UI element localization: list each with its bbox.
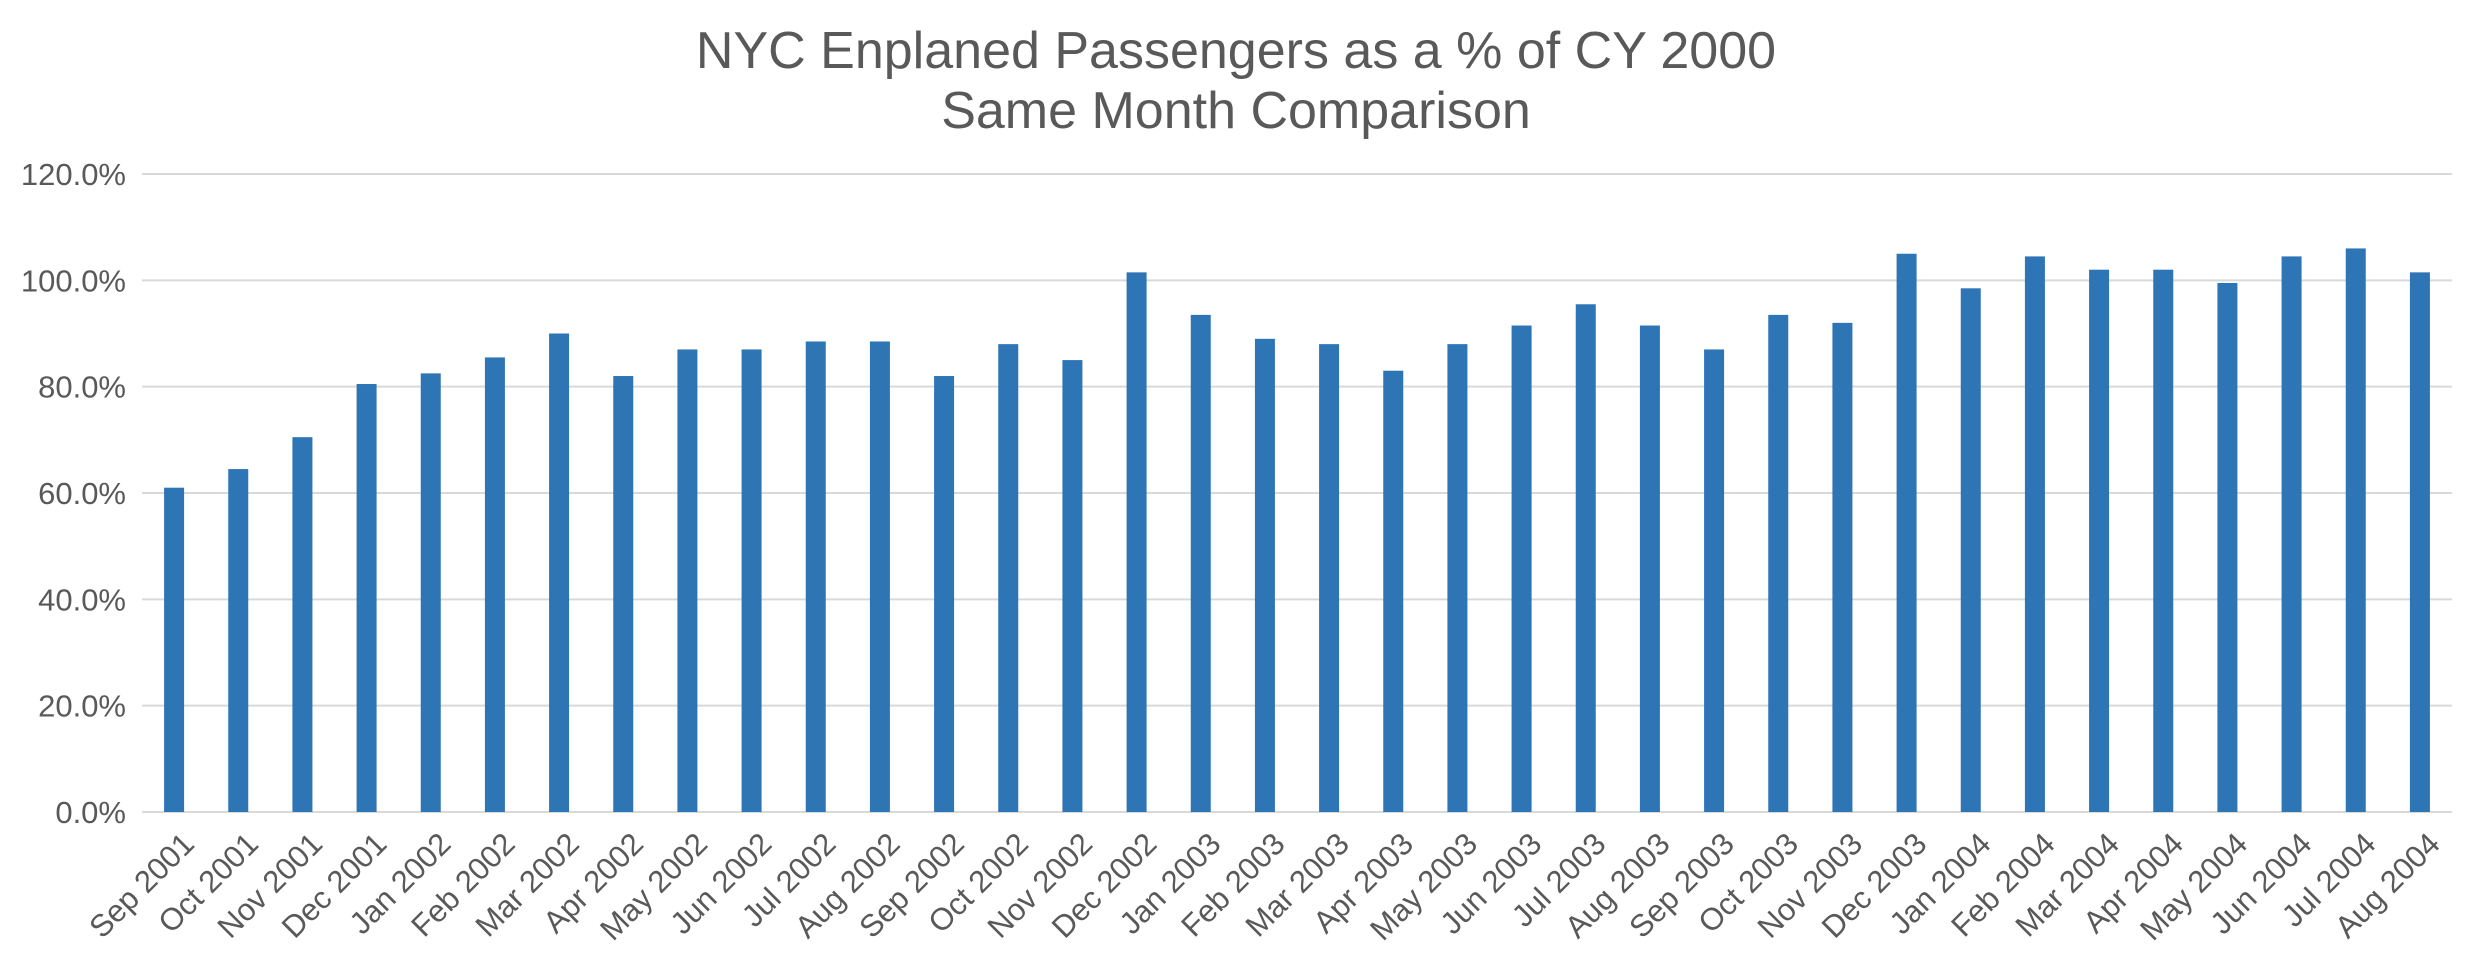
bars — [164, 248, 2430, 812]
y-tick-label: 20.0% — [38, 689, 126, 724]
bar — [1319, 344, 1340, 812]
bar — [164, 487, 185, 812]
y-tick-label: 80.0% — [38, 370, 126, 405]
bar — [1383, 370, 1404, 812]
bar — [1704, 349, 1725, 812]
bar — [1575, 304, 1596, 812]
bar — [1447, 344, 1468, 812]
bar — [1126, 272, 1147, 812]
chart-subtitle: Same Month Comparison — [941, 82, 1531, 140]
bar — [1511, 325, 1532, 812]
bar — [613, 376, 634, 812]
bar — [1768, 314, 1789, 812]
bar — [2345, 248, 2366, 812]
bar — [2281, 256, 2302, 812]
bar — [741, 349, 762, 812]
y-tick-label: 120.0% — [21, 157, 126, 192]
bar — [1832, 322, 1853, 812]
bar — [2217, 282, 2238, 812]
bar — [934, 376, 955, 812]
gridlines — [142, 173, 2452, 813]
bar — [292, 437, 313, 812]
y-tick-label: 0.0% — [55, 795, 126, 830]
bar — [805, 341, 826, 812]
bar — [677, 349, 698, 812]
bar — [1639, 325, 1660, 812]
chart-title: NYC Enplaned Passengers as a % of CY 200… — [696, 22, 1776, 80]
bar — [2089, 269, 2110, 812]
y-tick-label: 40.0% — [38, 582, 126, 617]
bar — [484, 357, 505, 812]
bar — [869, 341, 890, 812]
y-axis-ticks: 0.0% 20.0% 40.0% 60.0% 80.0% 100.0% 120.0% — [21, 157, 126, 830]
bar — [2409, 272, 2430, 812]
bar — [420, 373, 441, 812]
bar — [356, 384, 377, 812]
bar — [998, 344, 1019, 812]
y-tick-label: 60.0% — [38, 476, 126, 511]
bar — [549, 333, 570, 812]
bar — [1254, 338, 1275, 812]
bar — [1960, 288, 1981, 812]
bar — [1062, 360, 1083, 812]
bar — [2153, 269, 2174, 812]
bar — [1896, 253, 1917, 812]
y-tick-label: 100.0% — [21, 263, 126, 298]
bar — [1190, 314, 1211, 812]
bar — [2024, 256, 2045, 812]
bar — [228, 469, 249, 812]
